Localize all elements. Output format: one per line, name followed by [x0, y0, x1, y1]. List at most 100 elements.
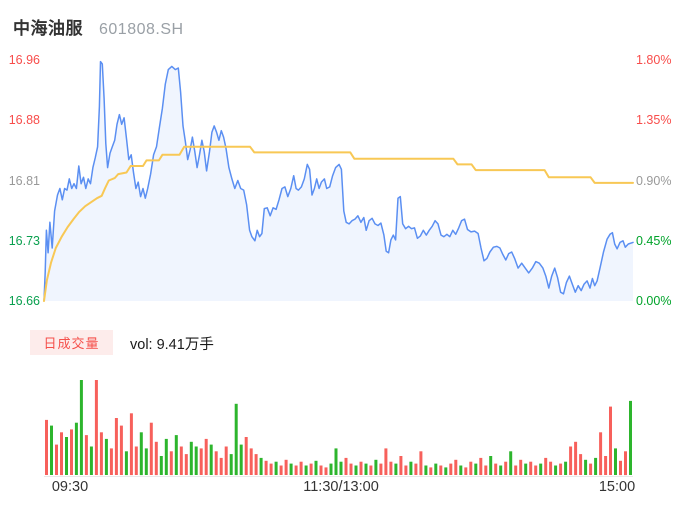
volume-bar: [509, 451, 513, 476]
volume-bar: [304, 465, 308, 475]
volume-bar: [314, 460, 318, 476]
volume-bar: [294, 465, 298, 475]
volume-bar: [154, 441, 158, 476]
volume-bar: [439, 465, 443, 475]
volume-bar: [349, 463, 353, 475]
volume-bar: [354, 465, 358, 475]
volume-bar: [379, 463, 383, 475]
volume-bar: [474, 463, 478, 475]
stock-name: 中海油服: [13, 19, 83, 38]
volume-bar: [134, 446, 138, 475]
volume-bar: [234, 403, 238, 476]
volume-bar: [549, 461, 553, 475]
volume-bar: [564, 461, 568, 475]
volume-bar: [344, 457, 348, 475]
volume-bar: [594, 457, 598, 475]
volume-bar: [70, 429, 73, 475]
price-tick-2: 16.81: [8, 173, 40, 188]
volume-bar: [394, 463, 398, 475]
percent-tick-4: 0.00%: [636, 294, 672, 308]
volume-bar: [329, 463, 333, 475]
volume-bar: [409, 461, 413, 475]
volume-bar: [119, 425, 123, 475]
volume-bar: [554, 465, 558, 475]
price-chart-canvas[interactable]: [43, 60, 634, 302]
volume-bar: [599, 432, 603, 476]
volume-bar: [184, 454, 188, 475]
volume-bar: [604, 456, 608, 475]
volume-bar: [464, 467, 468, 475]
volume-bar: [129, 413, 133, 476]
volume-bar: [299, 461, 303, 475]
volume-bar: [179, 446, 183, 475]
volume-bar: [174, 435, 178, 475]
average-price-line: [43, 145, 634, 302]
stock-code: 601808.SH: [99, 21, 184, 38]
volume-bar: [584, 459, 588, 475]
volume-bar: [124, 451, 128, 476]
percent-tick-2: 0.90%: [636, 173, 672, 188]
volume-bar: [309, 463, 313, 475]
price-tick-4: 16.66: [8, 294, 40, 308]
time-axis: 09:30 11:30/13:00 15:00: [0, 479, 686, 495]
x-axis-label-open: 09:30: [51, 479, 89, 495]
volume-bar: [204, 438, 208, 475]
volume-bar: [444, 467, 448, 475]
volume-bar: [609, 406, 612, 475]
volume-bar: [489, 456, 493, 475]
volume-bar: [539, 463, 543, 475]
volume-bar: [239, 444, 243, 475]
volume-bar: [424, 465, 428, 475]
volume-bar: [169, 451, 173, 476]
volume-bar: [264, 460, 268, 476]
volume-bar: [224, 446, 228, 475]
volume-bar: [94, 380, 98, 475]
volume-bar: [449, 463, 453, 475]
volume-bar: [429, 467, 433, 475]
percent-tick-3: 0.45%: [636, 233, 672, 248]
volume-chart-canvas[interactable]: [44, 378, 633, 476]
volume-bar: [399, 456, 403, 475]
volume-bar: [89, 446, 93, 475]
volume-bar: [559, 463, 563, 475]
volume-legend: 日成交量 vol: 9.41万手: [0, 330, 686, 356]
volume-bar: [459, 465, 463, 475]
volume-bar: [334, 448, 338, 475]
volume-bar: [149, 422, 153, 475]
volume-bar: [524, 463, 528, 475]
price-tick-0: 16.96: [8, 53, 40, 67]
volume-bar: [244, 437, 248, 475]
volume-bar: [629, 400, 632, 475]
volume-bar: [419, 451, 423, 476]
x-axis-label-close: 15:00: [598, 479, 636, 495]
volume-bar: [544, 457, 548, 475]
volume-bar: [60, 432, 63, 476]
percent-tick-0: 1.80%: [636, 53, 672, 67]
volume-bar: [269, 463, 273, 475]
volume-bar: [284, 459, 288, 475]
volume-bar: [104, 438, 108, 475]
percent-axis-labels: 1.80% 1.35% 0.90% 0.45% 0.00%: [636, 53, 686, 308]
volume-bar: [469, 461, 473, 475]
volume-bar: [274, 461, 278, 475]
chart-header: 中海油服 601808.SH: [13, 14, 184, 39]
volume-bar: [454, 459, 458, 475]
volume-bar: [50, 425, 53, 475]
volume-legend-badge[interactable]: 日成交量: [30, 330, 113, 355]
percent-tick-1: 1.35%: [636, 113, 672, 128]
volume-bar: [319, 465, 323, 475]
volume-bar: [84, 435, 88, 475]
volume-bar: [534, 465, 538, 475]
volume-bar: [279, 465, 283, 475]
volume-bar: [499, 465, 503, 475]
volume-bar: [259, 457, 263, 475]
volume-bar: [219, 457, 223, 475]
volume-bar: [514, 465, 518, 475]
volume-bar: [589, 463, 593, 475]
volume-bar: [569, 446, 573, 475]
price-tick-3: 16.73: [8, 233, 40, 248]
volume-bar: [289, 463, 293, 475]
volume-bar: [374, 459, 378, 475]
volume-bar: [389, 461, 393, 475]
